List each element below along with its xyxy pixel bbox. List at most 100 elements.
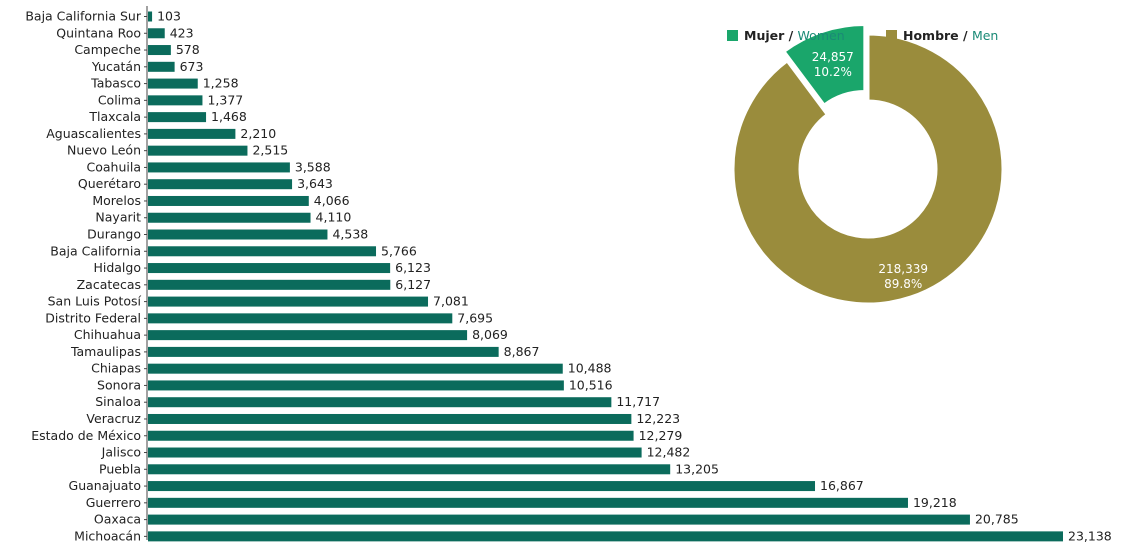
bar-value-label: 2,515 <box>252 143 288 158</box>
bar <box>148 28 165 39</box>
category-label: Nuevo León <box>67 143 141 158</box>
category-label: Chiapas <box>91 361 141 376</box>
bar-value-label: 10,516 <box>569 377 613 392</box>
category-label: Guerrero <box>86 495 141 510</box>
category-label: Nayarit <box>95 210 141 225</box>
category-label: Guanajuato <box>69 478 141 493</box>
bar <box>148 95 203 106</box>
bar-value-label: 2,210 <box>240 126 276 141</box>
bar-value-label: 103 <box>157 9 181 24</box>
bar-value-label: 7,081 <box>433 294 469 309</box>
bar-value-label: 23,138 <box>1068 528 1112 543</box>
category-label: Hidalgo <box>93 260 141 275</box>
category-label: Zacatecas <box>77 277 141 292</box>
bar <box>148 45 171 56</box>
bar <box>148 497 908 508</box>
bar <box>148 313 453 324</box>
bar-value-label: 3,643 <box>297 176 333 191</box>
bar-value-label: 12,482 <box>647 445 691 460</box>
bar-value-label: 1,468 <box>211 109 247 124</box>
category-label: Querétaro <box>78 176 141 191</box>
legend-swatch <box>727 30 738 41</box>
donut-slice <box>731 32 1005 306</box>
category-label: Baja California Sur <box>25 9 142 24</box>
bar <box>148 296 429 307</box>
category-label: Michoacán <box>74 528 141 543</box>
category-label: Tabasco <box>90 76 141 91</box>
category-label: Morelos <box>92 193 141 208</box>
category-label: Distrito Federal <box>45 310 141 325</box>
bar-value-label: 3,588 <box>295 159 331 174</box>
bar-value-label: 673 <box>180 59 204 74</box>
legend-label: Mujer / Women <box>744 28 845 43</box>
bar <box>148 195 309 206</box>
category-label: Durango <box>87 227 141 242</box>
category-label: Sinaloa <box>95 394 141 409</box>
donut-slice <box>781 23 867 108</box>
bar <box>148 162 290 173</box>
bar <box>148 128 236 139</box>
bar <box>148 279 391 290</box>
legend-label: Hombre / Men <box>903 28 998 43</box>
bar <box>148 246 377 257</box>
bar-chart: Baja California Sur 103 Quintana Roo 423 Cam… <box>25 6 1112 543</box>
bar <box>148 11 153 22</box>
bar-value-label: 20,785 <box>975 512 1019 527</box>
bar-value-label: 6,127 <box>395 277 431 292</box>
category-label: Colima <box>98 92 141 107</box>
legend-swatch <box>886 30 897 41</box>
legend-label-main: Hombre / <box>903 28 972 43</box>
bar-value-label: 16,867 <box>820 478 864 493</box>
bar <box>148 78 198 89</box>
bar-value-label: 12,223 <box>636 411 680 426</box>
bar <box>148 112 207 123</box>
bar <box>148 179 293 190</box>
bar <box>148 263 391 274</box>
bar-value-label: 13,205 <box>675 461 719 476</box>
bar-value-label: 19,218 <box>913 495 957 510</box>
bar-value-label: 4,066 <box>314 193 350 208</box>
category-label: Yucatán <box>91 59 141 74</box>
category-label: Aguascalientes <box>46 126 141 141</box>
bar-value-label: 8,867 <box>504 344 540 359</box>
category-label: Campeche <box>74 42 141 57</box>
slice-value-label: 24,857 <box>812 50 854 64</box>
bar <box>148 212 311 223</box>
bar <box>148 229 328 240</box>
category-label: Chihuahua <box>74 327 141 342</box>
bar-value-label: 4,110 <box>316 210 352 225</box>
slice-value-label: 218,339 <box>878 262 928 276</box>
bar-value-label: 4,538 <box>332 227 368 242</box>
bar <box>148 413 632 424</box>
bar <box>148 481 816 492</box>
bar-value-label: 7,695 <box>457 310 493 325</box>
bar-value-label: 423 <box>170 25 194 40</box>
category-label: Tamaulipas <box>70 344 141 359</box>
category-label: Tlaxcala <box>88 109 141 124</box>
bar <box>148 464 671 475</box>
legend-label-main: Mujer / <box>744 28 798 43</box>
bar-value-label: 12,279 <box>639 428 683 443</box>
category-label: Jalisco <box>101 445 141 460</box>
bar <box>148 531 1063 542</box>
category-label: Puebla <box>99 461 141 476</box>
legend-label-accent: Men <box>972 28 998 43</box>
bar-value-label: 578 <box>176 42 200 57</box>
category-label: Veracruz <box>86 411 141 426</box>
bar-value-label: 1,377 <box>207 92 243 107</box>
category-label: Oaxaca <box>94 512 141 527</box>
bar <box>148 430 634 441</box>
category-label: Sonora <box>97 377 141 392</box>
bar <box>148 145 248 156</box>
bar-value-label: 1,258 <box>203 76 239 91</box>
bar-value-label: 10,488 <box>568 361 612 376</box>
legend-label-accent: Women <box>798 28 845 43</box>
category-label: Coahuila <box>87 159 142 174</box>
bar-value-label: 5,766 <box>381 243 417 258</box>
bar <box>148 61 175 72</box>
bar <box>148 330 468 341</box>
slice-percent-label: 10.2% <box>814 65 852 79</box>
slice-percent-label: 89.8% <box>884 277 922 291</box>
bar <box>148 397 612 408</box>
